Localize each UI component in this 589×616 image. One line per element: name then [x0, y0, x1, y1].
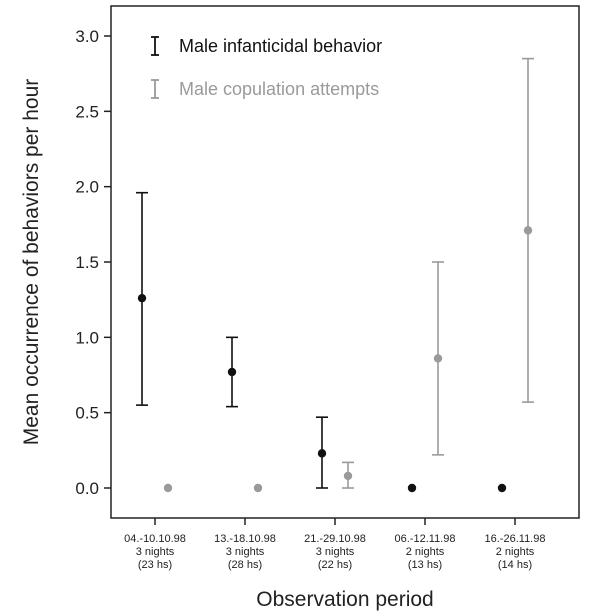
data-point	[163, 483, 173, 493]
x-tick-label: 2 nights	[496, 546, 535, 558]
x-tick-label: 13.-18.10.98	[214, 533, 276, 545]
chart-marks	[136, 57, 534, 493]
data-point	[497, 483, 507, 493]
x-axis-title: Observation period	[256, 588, 433, 611]
y-tick-label: 1.5	[75, 253, 99, 272]
x-tick-label: (14 hs)	[498, 559, 532, 571]
y-axis: 0.0 0.5 1.0 1.5 2.0 2.5 3.0	[75, 27, 111, 498]
legend-item: Male copulation attempts	[151, 79, 379, 99]
legend-item: Male infanticidal behavior	[151, 36, 382, 56]
data-point	[253, 483, 263, 493]
x-tick-label: 2 nights	[406, 546, 445, 558]
y-tick-label: 0.5	[75, 404, 99, 423]
data-point	[407, 483, 417, 493]
x-tick-label: 21.-29.10.98	[304, 533, 366, 545]
data-point	[433, 354, 443, 363]
x-tick-label: 3 nights	[136, 546, 175, 558]
data-point	[343, 471, 353, 481]
data-point	[317, 449, 327, 458]
x-tick-label: (23 hs)	[138, 559, 172, 571]
legend-label: Male infanticidal behavior	[179, 36, 382, 56]
y-tick-label: 0.0	[75, 479, 99, 498]
x-axis: 04.-10.10.983 nights(23 hs)13.-18.10.983…	[124, 518, 545, 571]
y-tick-label: 1.0	[75, 328, 99, 347]
y-axis-title: Mean occurrence of behaviors per hour	[20, 79, 43, 446]
data-point	[137, 293, 147, 303]
y-tick-label: 3.0	[75, 27, 99, 46]
x-tick-label: 3 nights	[316, 546, 355, 558]
legend-label: Male copulation attempts	[179, 79, 379, 99]
data-point	[523, 226, 533, 235]
x-tick-label: 16.-26.11.98	[485, 533, 546, 545]
legend: Male infanticidal behavior Male copulatio…	[151, 36, 382, 99]
x-tick-label: 3 nights	[226, 546, 265, 558]
x-tick-label: 06.-12.11.98	[395, 533, 456, 545]
y-tick-label: 2.0	[75, 178, 99, 197]
y-tick-label: 2.5	[75, 102, 99, 121]
x-tick-label: 04.-10.10.98	[124, 533, 186, 545]
x-tick-label: (22 hs)	[318, 559, 352, 571]
x-tick-label: (13 hs)	[408, 559, 442, 571]
data-point	[227, 367, 237, 377]
x-tick-label: (28 hs)	[228, 559, 262, 571]
